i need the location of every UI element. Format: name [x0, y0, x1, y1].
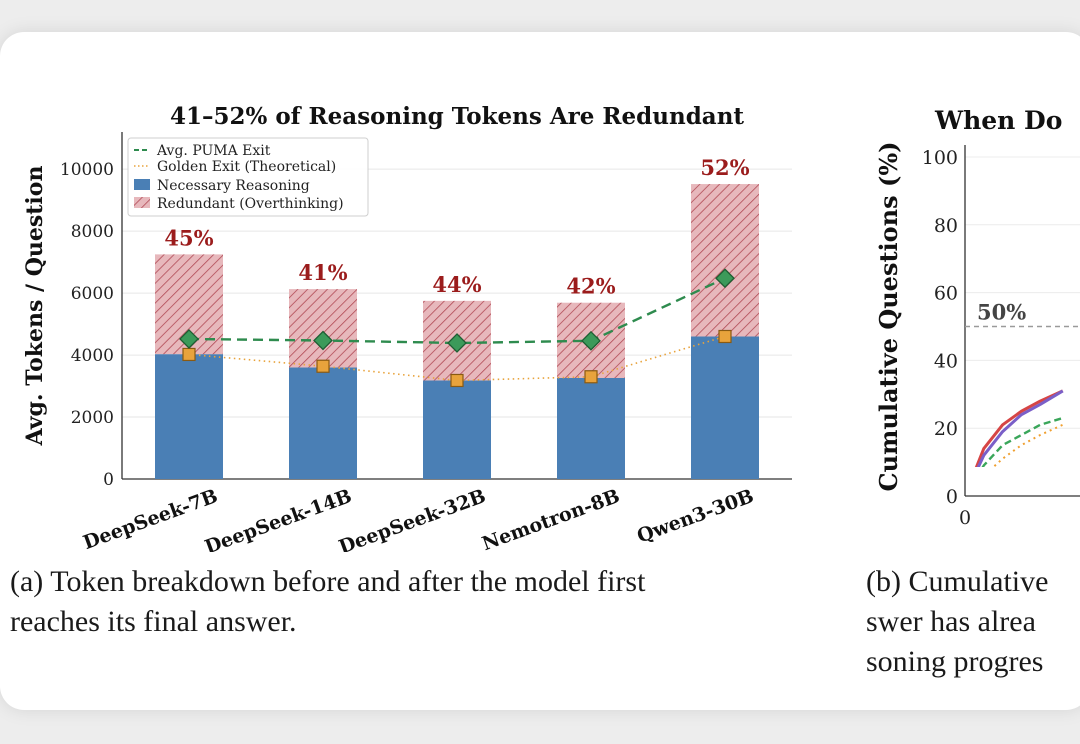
legend-swatch-redundant: [134, 197, 150, 208]
golden-exit-marker: [584, 370, 598, 384]
x-tick-label: DeepSeek-7B: [80, 485, 220, 552]
y-tick-label: 20: [934, 418, 958, 440]
puma-exit-marker: [447, 333, 467, 353]
reference-label-50: 50%: [977, 300, 1026, 325]
puma-exit-marker: [179, 329, 199, 349]
bar-data-label: 44%: [432, 272, 481, 297]
bar-data-label: 42%: [566, 274, 615, 299]
golden-exit-marker: [182, 347, 196, 362]
figure-card: 0 2000 4000 6000 8000 10000 45% DeepSeek-7B 41% D…: [0, 32, 1080, 710]
token-breakdown-chart: 0 2000 4000 6000 8000 10000 45% DeepSeek-7B 41% D…: [22, 103, 792, 552]
caption-b-line-2: swer has alrea: [866, 605, 1036, 638]
caption-a-line-1: (a) Token breakdown before and after the…: [10, 565, 646, 598]
legend-label: Golden Exit (Theoretical): [157, 159, 336, 175]
figure-svg: 020004000600080001000045%DeepSeek-7B41%D…: [22, 103, 1080, 552]
series-line: [974, 389, 1064, 467]
x-tick-label: Qwen3-30B: [634, 485, 757, 548]
y-axis-label: Avg. Tokens / Question: [22, 166, 48, 447]
x-tick-label: Nemotron-8B: [479, 485, 622, 552]
puma-exit-line: [188, 277, 726, 345]
legend-label: Avg. PUMA Exit: [156, 143, 271, 159]
golden-exit-marker: [450, 373, 464, 388]
caption-a: (a) Token breakdown before and after the…: [10, 562, 645, 642]
y-tick-label: 0: [946, 486, 958, 508]
bar-redundant: [289, 289, 357, 368]
bar-data-label: 41%: [298, 260, 347, 285]
x-tick-label: DeepSeek-14B: [202, 485, 355, 552]
y-tick-label: 2000: [71, 408, 114, 428]
y-tick-label: 40: [934, 350, 958, 372]
bar-necessary: [155, 354, 223, 479]
y-tick-label: 6000: [71, 284, 114, 304]
y-tick-label: 60: [934, 283, 958, 305]
puma-exit-marker: [581, 330, 601, 351]
bar-redundant: [691, 184, 759, 337]
bar-necessary: [691, 336, 759, 479]
caption-a-line-2: reaches its final answer.: [10, 605, 297, 638]
caption-b-line-1: (b) Cumulative: [866, 565, 1049, 598]
cumulative-questions-chart: 0 20 40 60 80 100 0 50% When Do Cumulative Questi…: [874, 106, 1080, 529]
caption-b: (b) Cumulative swer has alrea soning pro…: [866, 562, 1048, 682]
series-line: [981, 416, 1064, 467]
y-tick-label: 4000: [71, 346, 114, 366]
x-tick-label: 0: [959, 507, 971, 529]
y-tick-label: 10000: [60, 160, 114, 180]
series-group: [974, 389, 1064, 467]
chart-title: 41–52% of Reasoning Tokens Are Redundant: [170, 103, 744, 130]
golden-exit-marker: [316, 359, 330, 373]
bar-data-label: 45%: [164, 225, 213, 250]
y-tick-label: 100: [922, 147, 958, 169]
puma-exit-marker: [313, 330, 333, 351]
legend-label: Redundant (Overthinking): [157, 196, 344, 212]
bar-data-label: 52%: [700, 155, 749, 180]
golden-exit-marker: [718, 329, 732, 344]
x-tick-label: DeepSeek-32B: [336, 485, 489, 552]
bar-necessary: [423, 380, 491, 479]
y-axis-label: Cumulative Questions (%): [874, 141, 903, 491]
y-tick-label: 0: [103, 470, 114, 490]
chart-title: When Do: [934, 106, 1062, 135]
legend-label: Necessary Reasoning: [157, 178, 310, 194]
legend-box: [127, 137, 369, 217]
puma-exit-marker: [715, 268, 735, 289]
bar-necessary: [289, 367, 357, 479]
series-line: [976, 389, 1064, 467]
legend-swatch-necessary: [134, 179, 150, 190]
y-tick-label: 80: [934, 215, 958, 237]
bar-necessary: [557, 377, 625, 479]
y-tick-label: 8000: [71, 222, 114, 242]
caption-b-line-3: soning progres: [866, 645, 1044, 678]
